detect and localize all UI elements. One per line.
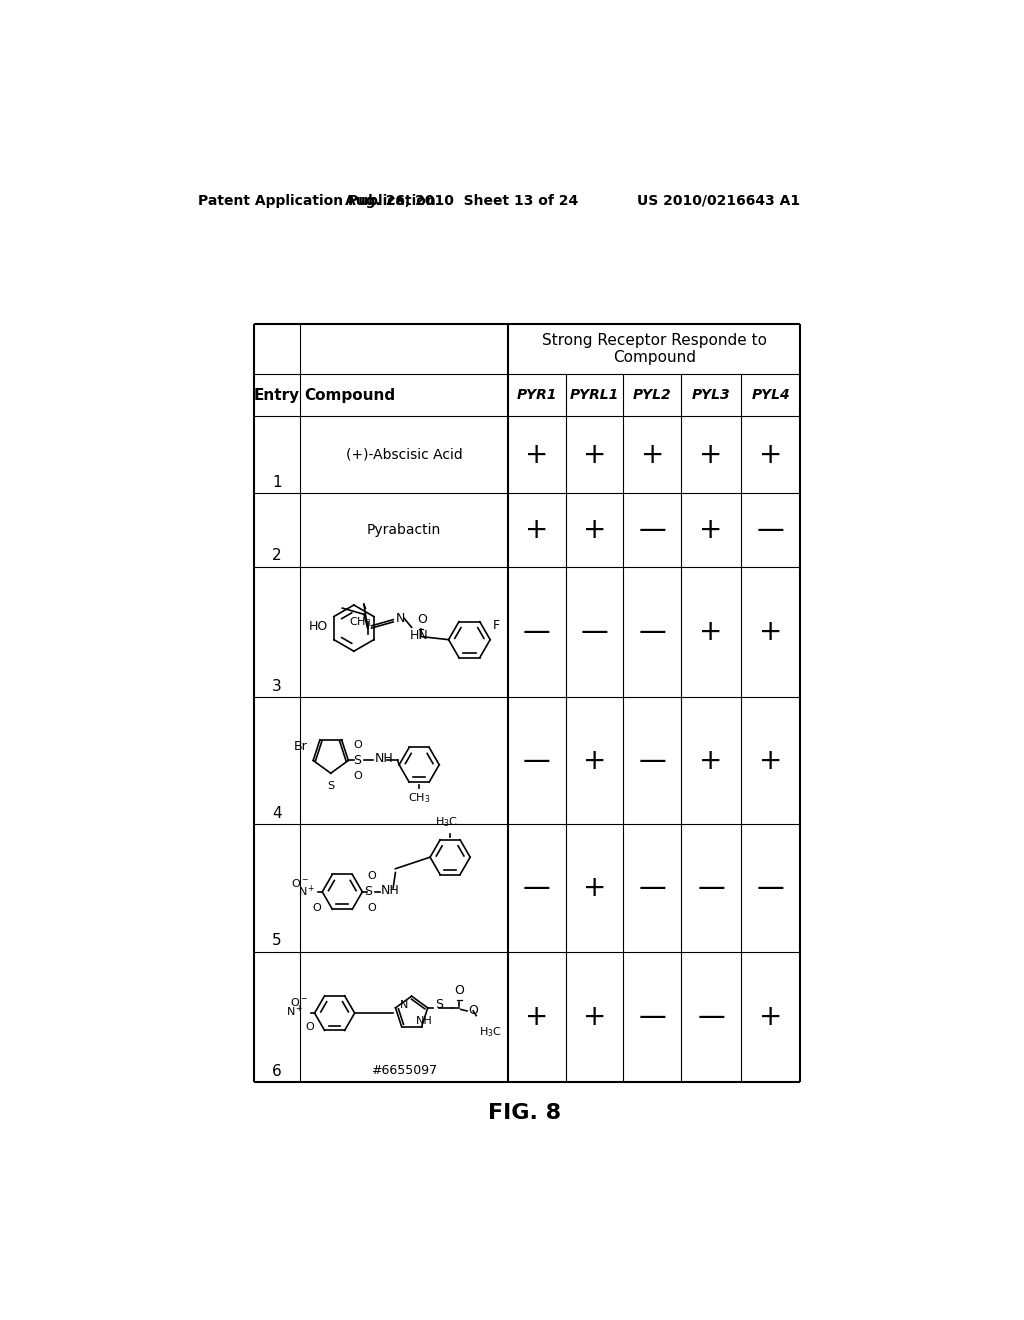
Text: +: + (583, 441, 606, 469)
Text: —: — (523, 618, 551, 645)
Text: +: + (759, 618, 782, 645)
Text: O: O (368, 871, 376, 880)
Text: S: S (353, 754, 361, 767)
Text: O: O (312, 903, 322, 912)
Text: O: O (455, 985, 464, 997)
Text: —: — (581, 618, 608, 645)
Text: —: — (638, 618, 666, 645)
Text: O$^-$: O$^-$ (290, 997, 308, 1008)
Text: F: F (494, 619, 501, 632)
Text: —: — (638, 874, 666, 902)
Text: NH: NH (381, 884, 399, 896)
Text: +: + (583, 1003, 606, 1031)
Text: +: + (525, 1003, 549, 1031)
Text: 3: 3 (272, 678, 282, 694)
Text: PYR1: PYR1 (516, 388, 557, 403)
Text: PYRL1: PYRL1 (570, 388, 620, 403)
Text: +: + (759, 441, 782, 469)
Text: 5: 5 (272, 933, 282, 948)
Text: Strong Receptor Responde to
Compound: Strong Receptor Responde to Compound (542, 333, 767, 366)
Text: FIG. 8: FIG. 8 (488, 1104, 561, 1123)
Text: H$_3$C: H$_3$C (435, 816, 458, 829)
Text: +: + (583, 747, 606, 775)
Text: +: + (641, 441, 664, 469)
Text: HN: HN (410, 628, 429, 642)
Text: PYL4: PYL4 (752, 388, 791, 403)
Text: Entry: Entry (254, 388, 300, 403)
Text: 2: 2 (272, 548, 282, 564)
Text: NH: NH (375, 752, 393, 766)
Text: N: N (399, 1001, 408, 1010)
Text: +: + (759, 747, 782, 775)
Text: O: O (353, 739, 361, 750)
Text: S: S (365, 886, 373, 899)
Text: —: — (697, 1003, 725, 1031)
Text: O$^-$: O$^-$ (291, 876, 309, 888)
Text: +: + (583, 874, 606, 902)
Text: —: — (757, 516, 784, 544)
Text: PYL3: PYL3 (692, 388, 730, 403)
Text: CH$_3$: CH$_3$ (349, 615, 372, 628)
Text: Pyrabactin: Pyrabactin (367, 523, 441, 537)
Text: —: — (638, 747, 666, 775)
Text: Patent Application Publication: Patent Application Publication (199, 194, 436, 207)
Text: S: S (328, 781, 334, 791)
Text: CH$_3$: CH$_3$ (408, 791, 430, 805)
Text: —: — (638, 516, 666, 544)
Text: O: O (418, 612, 427, 626)
Text: +: + (699, 747, 723, 775)
Text: —: — (697, 874, 725, 902)
Text: 1: 1 (272, 475, 282, 490)
Text: +: + (699, 441, 723, 469)
Text: PYL2: PYL2 (633, 388, 672, 403)
Text: O: O (469, 1005, 478, 1018)
Text: Compound: Compound (304, 388, 395, 403)
Text: NH: NH (416, 1016, 432, 1026)
Text: —: — (523, 874, 551, 902)
Text: N$^+$: N$^+$ (287, 1005, 304, 1019)
Text: (+)-Abscisic Acid: (+)-Abscisic Acid (345, 447, 462, 462)
Text: +: + (699, 516, 723, 544)
Text: —: — (638, 1003, 666, 1031)
Text: N$^+$: N$^+$ (298, 884, 315, 899)
Text: US 2010/0216643 A1: US 2010/0216643 A1 (637, 194, 801, 207)
Text: #6655097: #6655097 (371, 1064, 437, 1077)
Text: 6: 6 (272, 1064, 282, 1080)
Text: O: O (305, 1022, 314, 1032)
Text: +: + (759, 1003, 782, 1031)
Text: 4: 4 (272, 807, 282, 821)
Text: +: + (583, 516, 606, 544)
Text: H$_3$C: H$_3$C (478, 1024, 502, 1039)
Text: S: S (434, 998, 442, 1011)
Text: O: O (353, 771, 361, 781)
Text: +: + (525, 441, 549, 469)
Text: +: + (525, 516, 549, 544)
Text: Br: Br (293, 739, 307, 752)
Text: O: O (368, 903, 376, 912)
Text: Aug. 26, 2010  Sheet 13 of 24: Aug. 26, 2010 Sheet 13 of 24 (345, 194, 579, 207)
Text: —: — (523, 747, 551, 775)
Text: —: — (757, 874, 784, 902)
Text: +: + (699, 618, 723, 645)
Text: HO: HO (308, 620, 328, 634)
Text: N: N (395, 611, 404, 624)
